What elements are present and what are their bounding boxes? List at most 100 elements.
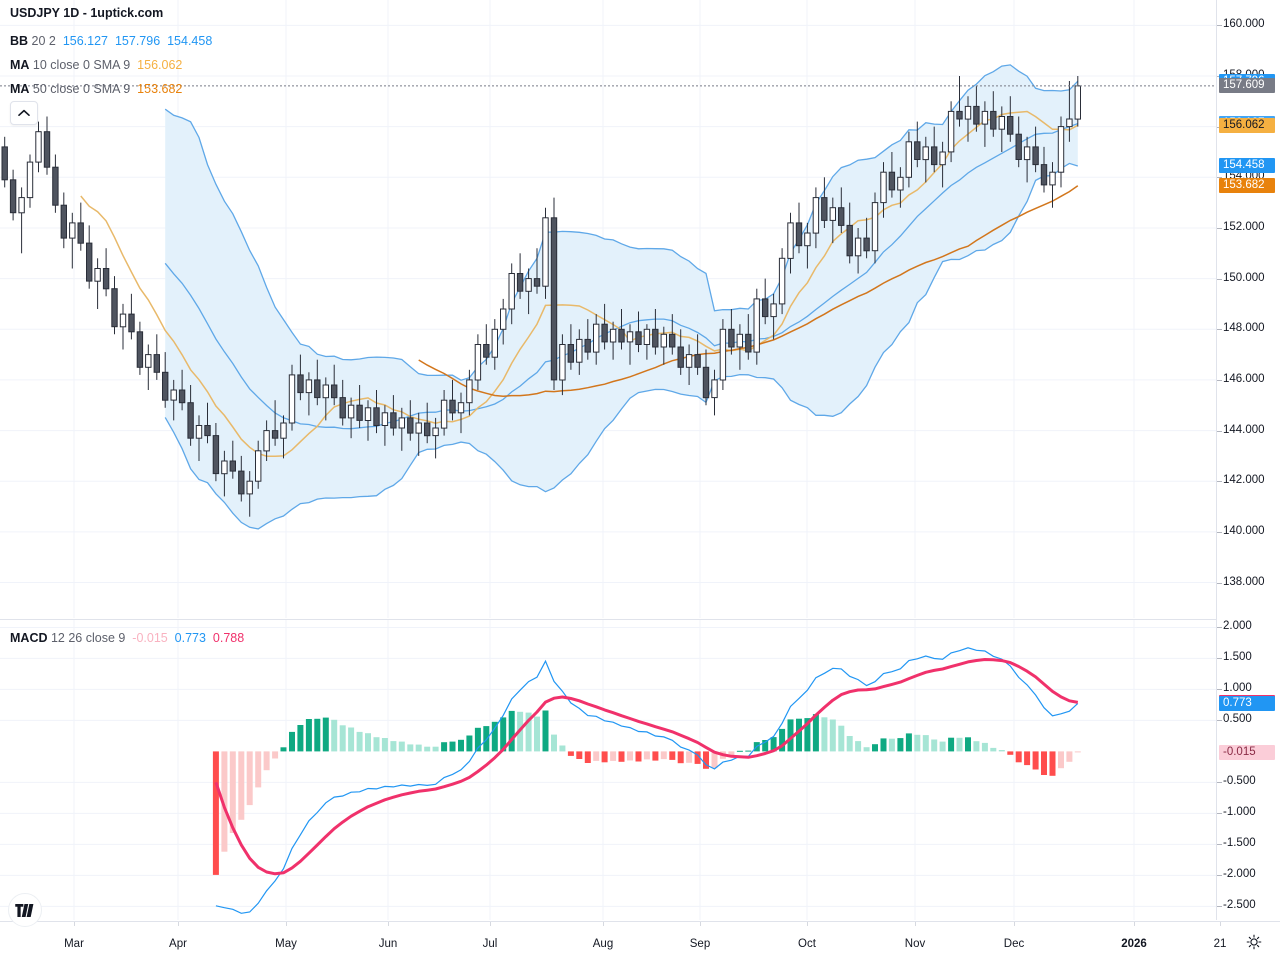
legend-value: 154.458 [160,34,213,48]
time-label: Jul [482,938,498,950]
time-tick-mark [603,922,604,926]
price-tick-label: 142.000 [1223,474,1265,487]
price-value-badge: 156.062 [1219,117,1275,133]
time-label: Sep [689,938,711,950]
time-label: Jun [378,938,398,950]
legend-indicator-name: MA [10,58,30,72]
time-tick-mark [74,922,75,926]
price-tick-label: 160.000 [1223,18,1265,31]
legend-indicator-name: MA [10,82,30,96]
macd-line [215,647,1079,914]
price-value-badge: 154.458 [1219,158,1275,174]
tradingview-logo[interactable] [8,893,42,927]
time-tick-mark [1220,922,1221,926]
legend-value: 156.062 [130,58,183,72]
legend-value: 0.788 [205,631,245,645]
time-label: Mar [64,938,84,950]
legend-ma-50[interactable]: MA 50 close 0 SMA 9 153.682 [10,82,182,96]
price-tick-label: 138.000 [1223,575,1265,588]
macd-tick-mark [1217,689,1222,691]
legend-value: 156.127 [55,34,109,48]
macd-tick-label: 1.500 [1223,651,1252,664]
time-scale[interactable]: Mar Apr May Jun Jul Aug Sep Oct Nov Dec 2026 21 [0,921,1280,960]
macd-signal-line [214,658,1079,876]
macd-tick-label: -1.000 [1223,806,1256,819]
price-value-badge: 153.682 [1219,177,1275,193]
legend-bollinger-bands[interactable]: BB 20 2 156.127 157.796 154.458 [10,34,212,48]
macd-tick-mark [1217,844,1222,846]
time-label: 21 [1213,938,1227,950]
macd-tick-label: 0.500 [1223,713,1252,726]
macd-tick-label: 1.000 [1223,682,1252,695]
price-tick-label: 148.000 [1223,322,1265,335]
legend-value: -0.015 [125,631,168,645]
macd-tick-label: -0.500 [1223,775,1256,788]
time-tick-mark [490,922,491,926]
time-label: Oct [798,938,816,950]
legend-indicator-params: 50 close 0 SMA 9 [29,82,131,96]
legend-ma-10[interactable]: MA 10 close 0 SMA 9 156.062 [10,58,182,72]
price-tick-mark [1217,227,1222,229]
legend-value: 0.773 [167,631,206,645]
collapse-legend-button[interactable] [10,101,38,125]
price-tick-mark [1217,430,1222,432]
macd-chart-canvas[interactable] [0,620,1216,920]
macd-tick-mark [1217,875,1222,877]
price-tick-mark [1217,177,1222,179]
time-label: Aug [592,938,614,950]
price-tick-mark [1217,582,1222,584]
macd-tick-label: -1.500 [1223,837,1256,850]
macd-tick-mark [1217,782,1222,784]
macd-tick-mark [1217,813,1222,815]
time-tick-mark [178,922,179,926]
price-tick-label: 144.000 [1223,423,1265,436]
tradingview-logo-icon [15,903,34,917]
price-tick-label: 152.000 [1223,220,1265,233]
macd-pane[interactable] [0,620,1216,920]
macd-tick-label: -2.500 [1223,899,1256,912]
price-tick-label: 150.000 [1223,271,1265,284]
time-tick-mark [286,922,287,926]
chart-settings-button[interactable] [1246,934,1262,950]
macd-tick-label: 2.000 [1223,620,1252,633]
time-label: Nov [904,938,926,950]
price-tick-mark [1217,481,1222,483]
legend-macd[interactable]: MACD 12 26 close 9 -0.015 0.773 0.788 [10,631,244,645]
macd-value-badge: -0.015 [1219,744,1275,760]
legend-value: 153.682 [130,82,183,96]
time-label: Apr [169,938,187,950]
legend-indicator-params: 20 2 [28,34,56,48]
time-label: Dec [1003,938,1025,950]
time-tick-mark [388,922,389,926]
chart-title: USDJPY 1D - 1uptick.com [10,6,164,20]
macd-value-badge: 0.773 [1219,695,1275,711]
price-tick-mark [1217,329,1222,331]
time-tick-mark [1014,922,1015,926]
legend-indicator-params: 12 26 close 9 [47,631,126,645]
time-tick-mark [700,922,701,926]
legend-indicator-params: 10 close 0 SMA 9 [29,58,131,72]
time-tick-mark [807,922,808,926]
price-pane[interactable] [0,0,1216,618]
legend-value: 157.796 [108,34,161,48]
price-tick-mark [1217,379,1222,381]
price-tick-mark [1217,278,1222,280]
price-tick-label: 146.000 [1223,372,1265,385]
macd-tick-label: -2.000 [1223,868,1256,881]
price-tick-label: 154.000 [1223,170,1265,183]
pane-separator[interactable] [0,619,1216,620]
macd-histogram [212,710,1081,875]
time-label: 2026 [1121,938,1147,950]
macd-tick-mark [1217,720,1222,722]
price-tick-mark [1217,531,1222,533]
price-tick-mark [1217,25,1222,27]
macd-tick-mark [1217,627,1222,629]
price-scale[interactable]: 160.000158.000156.000154.000152.000150.0… [1216,0,1280,920]
price-chart-canvas[interactable] [0,0,1216,618]
macd-tick-mark [1217,658,1222,660]
macd-tick-mark [1217,906,1222,908]
gear-icon [1246,934,1262,950]
time-tick-mark [915,922,916,926]
price-value-badge: 157.609 [1219,78,1275,94]
